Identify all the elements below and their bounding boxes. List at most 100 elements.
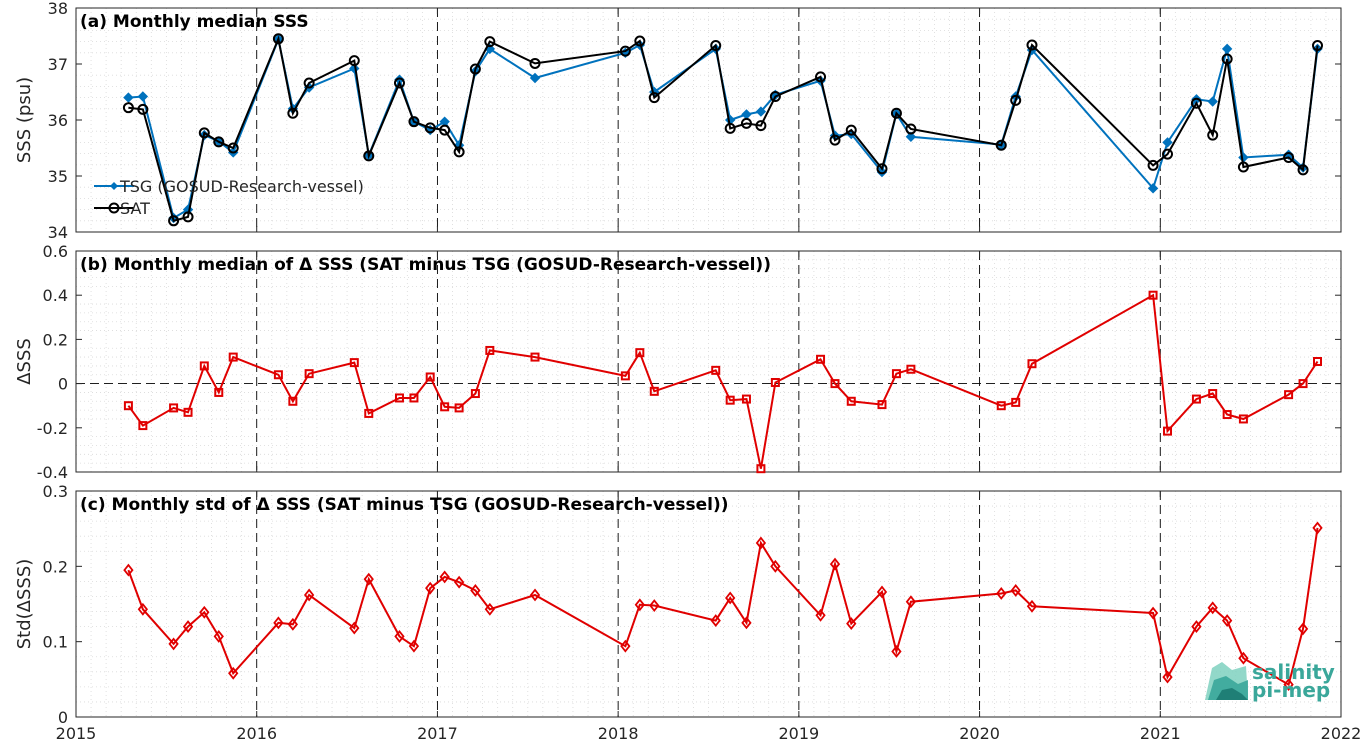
data-point	[830, 379, 840, 389]
data-point	[122, 102, 134, 114]
data-point	[846, 396, 856, 406]
data-point	[214, 387, 224, 397]
data-point	[440, 402, 450, 412]
data-point	[182, 620, 194, 634]
y-tick-label: 0.2	[43, 330, 68, 349]
data-point	[288, 396, 298, 406]
data-point	[273, 616, 284, 630]
data-point	[394, 393, 404, 403]
data-point	[1162, 148, 1174, 160]
data-point	[394, 629, 405, 643]
y-tick-label: -0.2	[37, 419, 68, 438]
data-point	[648, 92, 660, 104]
series-delta	[123, 290, 1323, 474]
data-point	[183, 407, 193, 417]
data-point	[1312, 521, 1323, 535]
y-tick-label: 35	[48, 167, 68, 186]
data-point	[1297, 164, 1309, 176]
data-point	[287, 107, 299, 119]
data-point	[199, 361, 209, 371]
data-point	[1027, 359, 1037, 369]
data-point	[303, 588, 315, 602]
data-point	[454, 403, 464, 413]
y-tick-label: 37	[48, 55, 68, 74]
data-point	[1238, 414, 1248, 424]
data-point	[1148, 290, 1158, 300]
logo-waves-icon	[1205, 662, 1248, 700]
data-point	[1191, 394, 1201, 404]
data-point	[846, 617, 857, 631]
data-point	[228, 352, 238, 362]
data-point	[199, 605, 210, 619]
data-point	[905, 131, 917, 143]
data-point	[876, 585, 888, 599]
data-point	[1207, 129, 1219, 141]
data-point	[1191, 620, 1202, 634]
data-point	[724, 122, 736, 134]
data-point	[829, 134, 841, 146]
data-point	[349, 358, 359, 368]
y-tick-label: -0.4	[37, 463, 68, 482]
data-point	[634, 35, 646, 47]
data-point	[876, 166, 888, 178]
x-tick-label: 2018	[598, 724, 639, 743]
data-point	[213, 136, 225, 148]
data-point	[755, 120, 767, 132]
data-point	[1208, 389, 1218, 399]
data-point	[408, 116, 420, 128]
data-point	[1010, 583, 1021, 597]
data-point	[453, 575, 465, 589]
legend-label: TSG (GOSUD-Research-vessel)	[119, 177, 364, 196]
data-point	[123, 92, 134, 103]
data-point	[906, 364, 916, 374]
data-point	[649, 599, 660, 612]
data-point	[755, 536, 767, 550]
data-point	[1026, 599, 1038, 613]
data-point	[829, 557, 841, 571]
data-point	[770, 559, 781, 573]
y-axis-label: SSS (psu)	[14, 77, 35, 163]
panel-title: (c) Monthly std of Δ SSS (SAT minus TSG …	[80, 495, 728, 515]
data-point	[439, 124, 451, 136]
data-point	[123, 401, 133, 411]
salinity-pi-mep-logo: salinity pi-mep	[1205, 660, 1335, 702]
ticks: -0.4 -0.2 0 0.2 0.4 0.6	[37, 242, 1342, 482]
y-tick-label: 36	[48, 111, 68, 130]
data-point	[1011, 397, 1021, 407]
y-tick-label: 0.2	[43, 557, 68, 576]
data-point	[363, 572, 374, 586]
data-point	[213, 629, 224, 643]
data-point	[272, 33, 284, 45]
y-tick-label: 0.1	[43, 633, 68, 652]
data-point	[1026, 39, 1038, 51]
data-point	[1222, 410, 1232, 420]
data-point	[620, 639, 631, 653]
series-line	[128, 35, 1319, 223]
data-point	[137, 91, 149, 102]
axes-frame	[75, 490, 1342, 718]
data-point	[182, 211, 194, 223]
y-tick-label: 38	[48, 0, 68, 18]
data-point	[634, 598, 645, 612]
y-tick-label: 34	[48, 223, 68, 242]
data-point	[891, 369, 901, 379]
data-point	[364, 408, 374, 418]
data-point	[169, 403, 179, 413]
series-line	[127, 527, 1319, 687]
panel-a: 34 35 36 37 38 SSS (psu) (a) Monthly median SS…	[14, 0, 1342, 242]
panel-title: (b) Monthly median of Δ SSS (SAT minus T…	[80, 255, 771, 275]
data-point	[1283, 152, 1295, 164]
x-tick-label: 2019	[778, 724, 819, 743]
logo-line2: pi-mep	[1252, 678, 1330, 702]
y-tick-label: 0.3	[43, 482, 68, 501]
y-axis-label: ΔSSS	[14, 338, 35, 385]
data-point	[168, 637, 179, 651]
data-point	[123, 563, 134, 577]
data-point	[424, 122, 436, 134]
data-point	[1313, 357, 1323, 366]
data-point	[485, 345, 495, 355]
data-point	[363, 150, 375, 162]
grid	[76, 251, 1341, 472]
data-point	[484, 602, 495, 616]
